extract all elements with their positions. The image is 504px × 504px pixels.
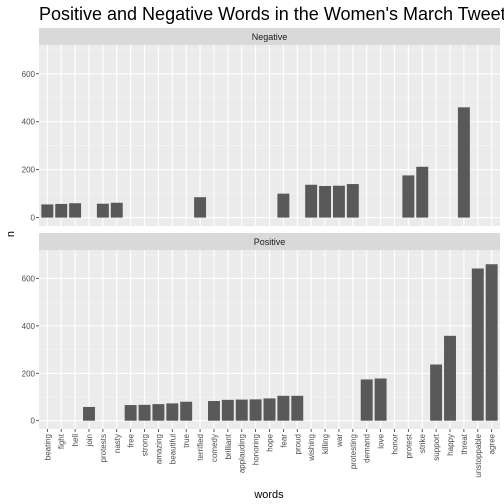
strip-label-positive: Positive [254,237,286,247]
x-tick-label: nasty [113,434,122,453]
bar-positive-brilliant [221,399,234,421]
y-tick-label: 200 [22,369,36,378]
x-tick-label: proud [293,434,302,454]
bar-positive-support [430,364,443,421]
bar-negative-wishing [305,184,318,218]
bar-negative-fight [55,203,68,218]
x-tick-label: killing [321,434,330,454]
x-tick-label: strong [141,434,150,456]
bar-negative-beating [41,204,54,218]
bar-positive-unstoppable [471,268,484,421]
x-tick-label: amazing [154,434,163,464]
x-tick-label: terrified [196,434,205,461]
x-tick-label: honoring [252,434,261,465]
bar-negative-nasty [110,202,123,218]
strip-negative [39,28,500,45]
y-tick-label: 0 [31,214,36,223]
bar-negative-hell [69,203,82,218]
bar-positive-free [124,405,137,421]
strip-positive [39,233,500,250]
bar-positive-beautiful [166,403,179,421]
x-tick-label: demand [363,434,372,463]
bar-negative-threat [457,107,470,218]
bar-positive-true [180,401,193,421]
x-tick-label: happy [446,434,455,456]
x-tick-label: hope [266,433,275,451]
x-tick-label: wishing [307,434,316,462]
bar-positive-love [374,378,387,421]
panel-positive: Positive 0 200 400 600 [22,233,500,429]
x-tick-label: unstoppable [474,433,483,477]
bar-positive-join [83,406,95,421]
x-tick-label: beautiful [168,434,177,464]
x-tick-label: war [335,434,344,448]
bar-negative-protests [96,203,109,218]
x-tick-label: honor [390,434,399,455]
bar-negative-war [332,185,345,218]
x-tick-label: applauding [238,434,247,473]
y-tick-label: 400 [22,118,36,127]
y-tick-label: 400 [22,322,36,331]
strip-label-negative: Negative [252,32,288,42]
x-tick-label: protesting [349,434,358,469]
chart-title: Positive and Negative Words in the Women… [39,4,504,24]
bar-positive-honoring [249,399,262,421]
y-tick-label: 200 [22,166,36,175]
y-tick-label: 600 [22,70,36,79]
bar-positive-agree [485,264,498,421]
bar-negative-protesting [346,184,359,218]
x-tick-label: strike [418,433,427,453]
y-tick-label: 0 [31,417,36,426]
x-tick-label: true [182,433,191,447]
x-tick-label: protests [99,434,108,462]
bar-positive-hope [263,398,276,421]
x-tick-label: hell [71,434,80,447]
bar-negative-protest [402,175,415,218]
x-tick-label: protest [404,433,413,458]
panels-layer: Negative 0 200 400 600 Positive 0 200 400 600 [22,28,500,429]
bar-positive-proud [291,395,304,421]
x-tick-label: comedy [210,434,219,462]
bar-negative-killing [319,185,332,218]
bar-positive-happy [444,335,456,421]
bar-positive-fear [277,395,290,421]
x-tick-label: threat [460,433,469,454]
bar-positive-applauding [235,399,248,421]
bar-positive-comedy [207,401,220,421]
x-tick-label: agree [488,433,497,454]
x-tick-label: love [377,433,386,448]
x-axis-ticks: beating fight hell join protests nasty free str… [43,429,497,478]
bar-negative-fear [277,193,290,218]
bar-positive-amazing [152,404,165,421]
x-tick-label: fear [279,434,288,448]
bar-negative-strike [416,166,429,218]
x-axis-title: words [253,489,284,501]
x-tick-label: fight [57,433,66,449]
x-tick-label: join [85,434,94,447]
bar-positive-strong [138,404,151,421]
x-tick-label: support [432,433,441,460]
x-tick-label: free [127,433,136,447]
x-tick-label: brilliant [224,433,233,459]
y-tick-label: 600 [22,274,36,283]
y-axis-title: n [5,231,17,237]
bar-positive-demand [360,379,373,421]
x-tick-label: beating [43,434,52,460]
bar-negative-terrified [194,197,207,218]
panel-negative: Negative 0 200 400 600 [22,28,500,226]
